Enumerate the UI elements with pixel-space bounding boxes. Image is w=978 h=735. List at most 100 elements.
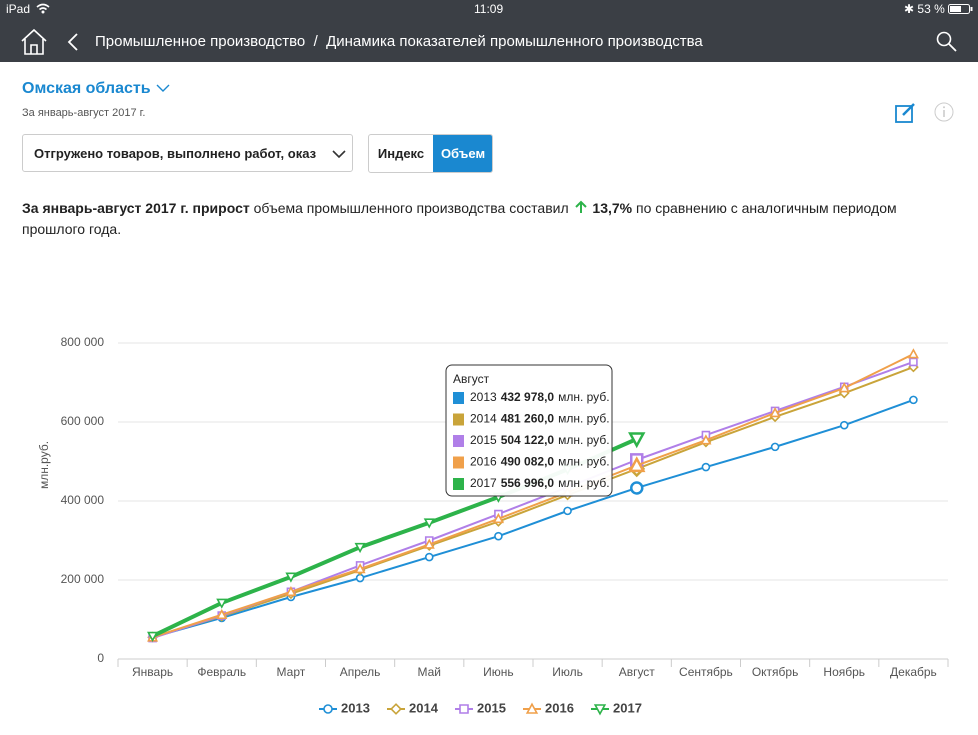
marker <box>423 518 435 529</box>
tooltip-value: 432 978,0 <box>501 390 555 404</box>
toggle-volume[interactable]: Объем <box>433 135 492 172</box>
marker <box>423 538 435 549</box>
tooltip-value: 490 082,0 <box>501 455 555 469</box>
marker <box>700 434 712 445</box>
tooltip-title: Август <box>453 372 490 386</box>
toggle-index[interactable]: Индекс <box>377 146 425 161</box>
chart: млн.руб. 0 200 000 400 000 600 000 800 000 Ян… <box>37 335 949 716</box>
y-tick-label: 800 000 <box>61 335 105 349</box>
marker <box>770 442 780 452</box>
summary-lead: За январь-август 2017 г. прирост <box>22 200 250 216</box>
marker <box>354 542 366 554</box>
tooltip-row: 2013 432 978,0 млн. руб. <box>470 390 610 404</box>
tooltip-unit: млн. руб. <box>558 433 609 447</box>
tooltip-row: 2016 490 082,0 млн. руб. <box>470 455 610 469</box>
x-tick-label: Апрель <box>340 665 381 679</box>
tooltip-swatch <box>453 456 464 469</box>
y-tick-label: 400 000 <box>61 493 105 507</box>
tooltip-unit: млн. руб. <box>558 390 609 404</box>
breadcrumb-current: Динамика показателей промышленного произ… <box>326 33 703 50</box>
period: За январь-август 2017 г. <box>22 107 146 119</box>
marker <box>216 598 228 609</box>
dropdown-chevron <box>332 150 346 159</box>
y-tick-label: 200 000 <box>61 572 105 586</box>
x-tick-label: Сентябрь <box>679 665 733 679</box>
edit-button[interactable] <box>894 101 918 125</box>
tooltip-row: 2015 504 122,0 млн. руб. <box>470 433 610 447</box>
legend-label: 2017 <box>613 700 642 715</box>
chevron-down <box>156 84 170 92</box>
marker <box>355 573 365 583</box>
tooltip-value: 481 260,0 <box>501 412 555 426</box>
x-tick-label: Январь <box>132 665 173 679</box>
indicator-dropdown[interactable]: Отгружено товаров, выполнено работ, оказ <box>22 134 353 172</box>
tooltip-value: 504 122,0 <box>501 433 555 447</box>
y-tick-label: 0 <box>97 651 104 665</box>
battery-icon <box>948 4 973 14</box>
marker <box>839 420 849 430</box>
marker <box>630 481 644 495</box>
tooltip-series: 2017 <box>470 476 497 490</box>
x-tick-label: Июнь <box>483 665 514 679</box>
summary-value: 13,7% <box>592 200 633 216</box>
x-tick-label: Август <box>619 665 656 679</box>
marker <box>838 382 850 393</box>
breadcrumb-separator: / <box>313 33 318 50</box>
x-tick-label: Ноябрь <box>823 665 865 679</box>
search-button[interactable] <box>936 31 958 53</box>
marker <box>424 552 434 562</box>
x-tick-label: Декабрь <box>890 665 937 679</box>
marker <box>563 506 572 516</box>
marker <box>285 572 297 583</box>
marker <box>285 585 297 597</box>
marker <box>907 348 919 359</box>
tooltip-series: 2015 <box>470 433 497 447</box>
growth-arrow <box>574 200 587 213</box>
x-tick-label: Февраль <box>197 665 246 679</box>
tooltip-unit: млн. руб. <box>558 455 609 469</box>
marker <box>909 357 918 367</box>
back-button[interactable] <box>66 32 80 52</box>
region-selector[interactable]: Омская область <box>22 80 171 98</box>
tooltip-value: 556 996,0 <box>501 476 555 490</box>
legend-label: 2016 <box>545 700 574 715</box>
marker <box>909 395 918 405</box>
tooltip-box <box>445 364 613 497</box>
marker <box>628 432 646 449</box>
summary-text: по сравнению с аналогичным периодом прош… <box>22 200 897 237</box>
x-tick-label: Май <box>417 665 441 679</box>
x-tick-label: Октябрь <box>752 665 799 679</box>
summary: За январь-август 2017 г. прирост объема … <box>22 198 942 240</box>
marker <box>354 563 366 574</box>
tooltip-unit: млн. руб. <box>558 412 609 426</box>
device-name: iPad <box>6 2 31 16</box>
tooltip-swatch <box>453 413 464 426</box>
x-tick-label: Июль <box>552 665 583 679</box>
info-button[interactable] <box>934 102 954 122</box>
home-button[interactable] <box>20 28 48 56</box>
tooltip-series: 2016 <box>470 455 497 469</box>
legend-label: 2015 <box>477 700 506 715</box>
tooltip-series: 2013 <box>470 390 497 404</box>
marker <box>147 631 159 642</box>
marker <box>216 608 228 620</box>
marker <box>628 456 646 473</box>
x-tick-label: Март <box>277 665 306 679</box>
battery-level: 53 % <box>917 2 945 16</box>
marker <box>593 704 607 716</box>
mode-toggle: Индекс Объем <box>368 134 493 173</box>
breadcrumb-parent[interactable]: Промышленное производство <box>95 33 306 50</box>
series-line <box>152 353 914 639</box>
legend-label: 2013 <box>341 700 370 715</box>
dropdown-text: Отгружено товаров, выполнено работ, оказ <box>34 146 317 161</box>
region-name: Омская область <box>22 80 151 97</box>
marker <box>323 704 333 714</box>
marker <box>492 512 504 524</box>
marker <box>525 702 539 714</box>
breadcrumb: Промышленное производство / Динамика пок… <box>95 33 703 50</box>
series-line <box>152 366 914 639</box>
clock: 11:09 <box>474 2 504 16</box>
tooltip-swatch <box>453 478 464 490</box>
marker <box>701 462 711 472</box>
